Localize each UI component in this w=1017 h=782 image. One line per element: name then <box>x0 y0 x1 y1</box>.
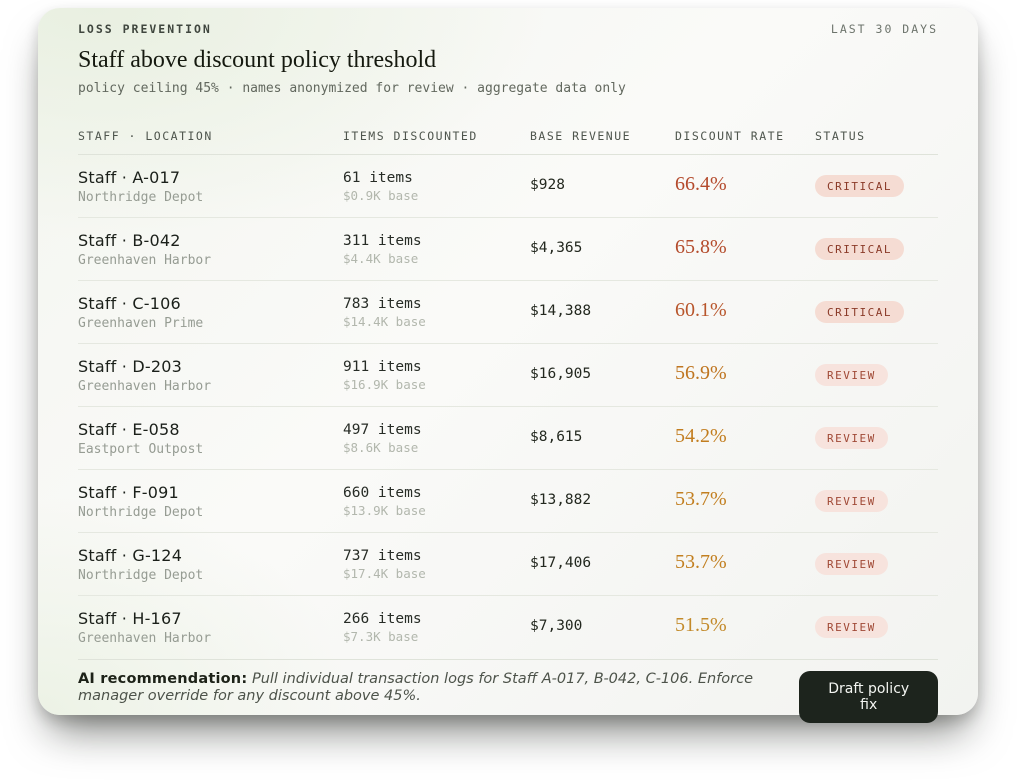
base-revenue: $4,365 <box>530 240 583 256</box>
staff-id: Staff · A-017 <box>78 168 181 187</box>
base-revenue: $13,882 <box>530 492 592 508</box>
items-cell: 61 items $0.9K base <box>343 168 530 203</box>
page-subtitle: policy ceiling 45% · names anonymized fo… <box>78 81 626 96</box>
discount-rate: 66.4% <box>675 173 727 195</box>
table-body: Staff · A-017 Northridge Depot 61 items … <box>78 155 938 658</box>
items-cell: 737 items $17.4K base <box>343 546 530 581</box>
table-row: Staff · C-106 Greenhaven Prime 783 items… <box>78 281 938 344</box>
base-amount: $4.4K base <box>343 251 419 266</box>
ai-recommendation-label: AI recommendation: <box>78 671 248 687</box>
items-cell: 660 items $13.9K base <box>343 483 530 518</box>
table-row: Staff · H-167 Greenhaven Harbor 266 item… <box>78 596 938 658</box>
table-row: Staff · D-203 Greenhaven Harbor 911 item… <box>78 344 938 407</box>
base-revenue: $17,406 <box>530 555 592 571</box>
period-label: LAST 30 DAYS <box>830 22 938 36</box>
base-amount: $14.4K base <box>343 314 426 329</box>
discount-rate: 65.8% <box>675 236 727 258</box>
discount-rate: 60.1% <box>675 299 727 321</box>
base-amount: $16.9K base <box>343 377 426 392</box>
staff-id: Staff · B-042 <box>78 231 181 250</box>
ai-recommendation: AI recommendation: Pull individual trans… <box>78 671 799 706</box>
staff-cell: Staff · E-058 Eastport Outpost <box>78 420 343 457</box>
staff-id: Staff · F-091 <box>78 483 179 502</box>
base-revenue: $928 <box>530 177 565 193</box>
discount-rate: 53.7% <box>675 551 727 573</box>
column-header-staff-location: STAFF · LOCATION <box>78 129 213 143</box>
base-amount: $13.9K base <box>343 503 426 518</box>
table-row: Staff · E-058 Eastport Outpost 497 items… <box>78 407 938 470</box>
footer-bar: AI recommendation: Pull individual trans… <box>78 659 938 723</box>
discount-rate: 56.9% <box>675 362 727 384</box>
status-badge: CRITICAL <box>815 238 904 260</box>
staff-location: Greenhaven Harbor <box>78 253 212 268</box>
base-amount: $8.6K base <box>343 440 419 455</box>
items-cell: 311 items $4.4K base <box>343 231 530 266</box>
base-revenue: $14,388 <box>530 303 592 319</box>
status-badge: REVIEW <box>815 490 888 512</box>
base-revenue: $8,615 <box>530 429 583 445</box>
discount-rate: 53.7% <box>675 488 727 510</box>
draft-policy-fix-button[interactable]: Draft policy fix <box>799 671 938 723</box>
card-topbar: LOSS PREVENTION LAST 30 DAYS <box>78 22 938 36</box>
column-header-status: STATUS <box>815 129 866 143</box>
items-discounted: 497 items <box>343 422 422 438</box>
staff-id: Staff · C-106 <box>78 294 181 313</box>
ai-recommendation-text: Pull individual transaction logs for Sta… <box>78 671 754 705</box>
status-badge: CRITICAL <box>815 301 904 323</box>
loss-prevention-card: LOSS PREVENTION LAST 30 DAYS Staff above… <box>38 8 978 723</box>
staff-cell: Staff · G-124 Northridge Depot <box>78 546 343 583</box>
items-discounted: 737 items <box>343 548 422 564</box>
table-row: Staff · A-017 Northridge Depot 61 items … <box>78 155 938 218</box>
table-row: Staff · G-124 Northridge Depot 737 items… <box>78 533 938 596</box>
status-badge: REVIEW <box>815 364 888 386</box>
table-row: Staff · B-042 Greenhaven Harbor 311 item… <box>78 218 938 281</box>
staff-cell: Staff · B-042 Greenhaven Harbor <box>78 231 343 268</box>
staff-location: Greenhaven Harbor <box>78 379 212 394</box>
base-amount: $7.3K base <box>343 629 419 644</box>
staff-location: Northridge Depot <box>78 505 204 520</box>
column-header-discount-rate: DISCOUNT RATE <box>675 129 785 143</box>
items-discounted: 266 items <box>343 611 422 627</box>
status-badge: CRITICAL <box>815 175 904 197</box>
items-cell: 497 items $8.6K base <box>343 420 530 455</box>
staff-cell: Staff · C-106 Greenhaven Prime <box>78 294 343 331</box>
staff-cell: Staff · F-091 Northridge Depot <box>78 483 343 520</box>
items-cell: 911 items $16.9K base <box>343 357 530 392</box>
items-cell: 783 items $14.4K base <box>343 294 530 329</box>
staff-location: Northridge Depot <box>78 568 204 583</box>
staff-id: Staff · E-058 <box>78 420 180 439</box>
staff-location: Eastport Outpost <box>78 442 204 457</box>
staff-location: Northridge Depot <box>78 190 204 205</box>
page-title: Staff above discount policy threshold <box>78 47 437 73</box>
items-discounted: 61 items <box>343 170 413 186</box>
staff-location: Greenhaven Harbor <box>78 631 212 646</box>
base-amount: $0.9K base <box>343 188 419 203</box>
items-discounted: 660 items <box>343 485 422 501</box>
base-revenue: $7,300 <box>530 618 583 634</box>
column-header-base-revenue: BASE REVENUE <box>530 129 632 143</box>
table-header: STAFF · LOCATION ITEMS DISCOUNTED BASE R… <box>78 129 938 155</box>
staff-cell: Staff · A-017 Northridge Depot <box>78 168 343 205</box>
status-badge: REVIEW <box>815 427 888 449</box>
staff-id: Staff · H-167 <box>78 609 182 628</box>
staff-cell: Staff · D-203 Greenhaven Harbor <box>78 357 343 394</box>
items-discounted: 911 items <box>343 359 422 375</box>
discount-rate: 54.2% <box>675 425 727 447</box>
discount-rate: 51.5% <box>675 614 727 636</box>
column-header-items-discounted: ITEMS DISCOUNTED <box>343 129 478 143</box>
items-discounted: 311 items <box>343 233 422 249</box>
base-amount: $17.4K base <box>343 566 426 581</box>
staff-location: Greenhaven Prime <box>78 316 204 331</box>
status-badge: REVIEW <box>815 616 888 638</box>
staff-cell: Staff · H-167 Greenhaven Harbor <box>78 609 343 646</box>
base-revenue: $16,905 <box>530 366 592 382</box>
table-row: Staff · F-091 Northridge Depot 660 items… <box>78 470 938 533</box>
items-discounted: 783 items <box>343 296 422 312</box>
staff-id: Staff · D-203 <box>78 357 182 376</box>
status-badge: REVIEW <box>815 553 888 575</box>
items-cell: 266 items $7.3K base <box>343 609 530 644</box>
staff-id: Staff · G-124 <box>78 546 183 565</box>
eyebrow-label: LOSS PREVENTION <box>78 22 212 36</box>
